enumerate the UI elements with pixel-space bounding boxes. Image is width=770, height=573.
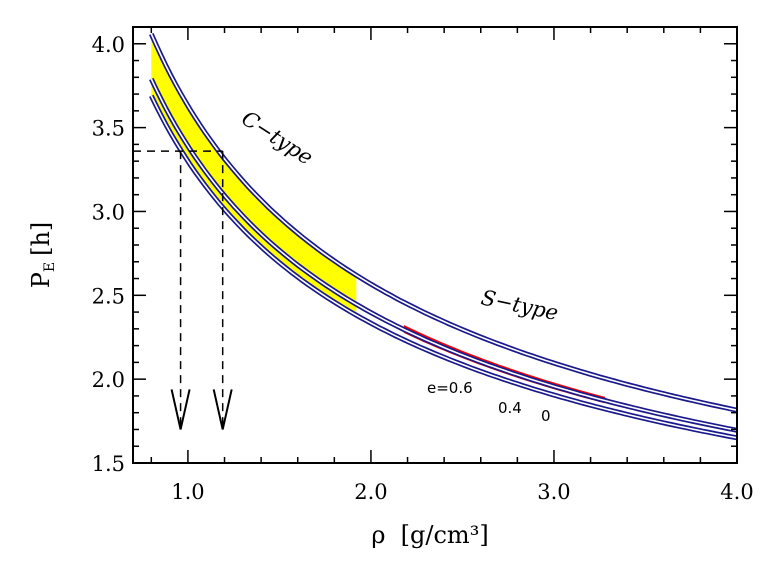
e06-label: e=0.6 bbox=[427, 379, 473, 397]
s-type-label: S−type bbox=[479, 285, 560, 325]
x-tick-label: 1.0 bbox=[171, 480, 204, 504]
arrow-head-icon bbox=[212, 389, 233, 430]
band-s-type bbox=[403, 325, 606, 404]
arrow-head-icon bbox=[170, 389, 191, 430]
x-tick-label: 4.0 bbox=[720, 480, 753, 504]
series-curve-core bbox=[150, 78, 738, 432]
e04-label: 0.4 bbox=[498, 399, 522, 417]
svg-text:PE[h]: PE [h] bbox=[27, 222, 58, 289]
series-curve-core bbox=[150, 95, 738, 439]
y-tick-label: 2.0 bbox=[92, 368, 125, 392]
series-curve-0 bbox=[149, 32, 738, 413]
series-curve-2 bbox=[149, 94, 738, 441]
y-axis-title-sub: E bbox=[42, 262, 58, 272]
y-tick-label: 3.0 bbox=[92, 200, 125, 224]
x-tick-label: 3.0 bbox=[537, 480, 570, 504]
y-axis-title-unit: [h] bbox=[27, 222, 55, 256]
curves-layer bbox=[149, 32, 738, 441]
bands-layer bbox=[151, 34, 606, 404]
plot-frame bbox=[132, 26, 738, 464]
e0-label: 0 bbox=[541, 407, 551, 425]
y-tick-label: 3.5 bbox=[92, 117, 125, 141]
series-curve-outline bbox=[149, 77, 738, 433]
y-tick-label: 1.5 bbox=[92, 452, 125, 476]
series-curve-core bbox=[150, 33, 738, 411]
c-type-label: C−type bbox=[237, 106, 317, 170]
ticks-layer: 1.0 2.0 3.0 4.0 1.5 2.0 2.5 3.0 3.5 4.0 bbox=[92, 26, 754, 504]
guides-layer bbox=[133, 150, 233, 430]
band-c-type bbox=[151, 34, 357, 316]
y-tick-label: 2.5 bbox=[92, 284, 125, 308]
x-tick-label: 2.0 bbox=[354, 480, 387, 504]
series-curve-1 bbox=[149, 77, 738, 433]
y-axis-title-main: P bbox=[27, 272, 55, 288]
x-axis-title: ρ [g/cm³] bbox=[371, 521, 488, 549]
y-tick-label: 4.0 bbox=[92, 33, 125, 57]
y-axis-title: PE [h] bbox=[27, 222, 58, 289]
